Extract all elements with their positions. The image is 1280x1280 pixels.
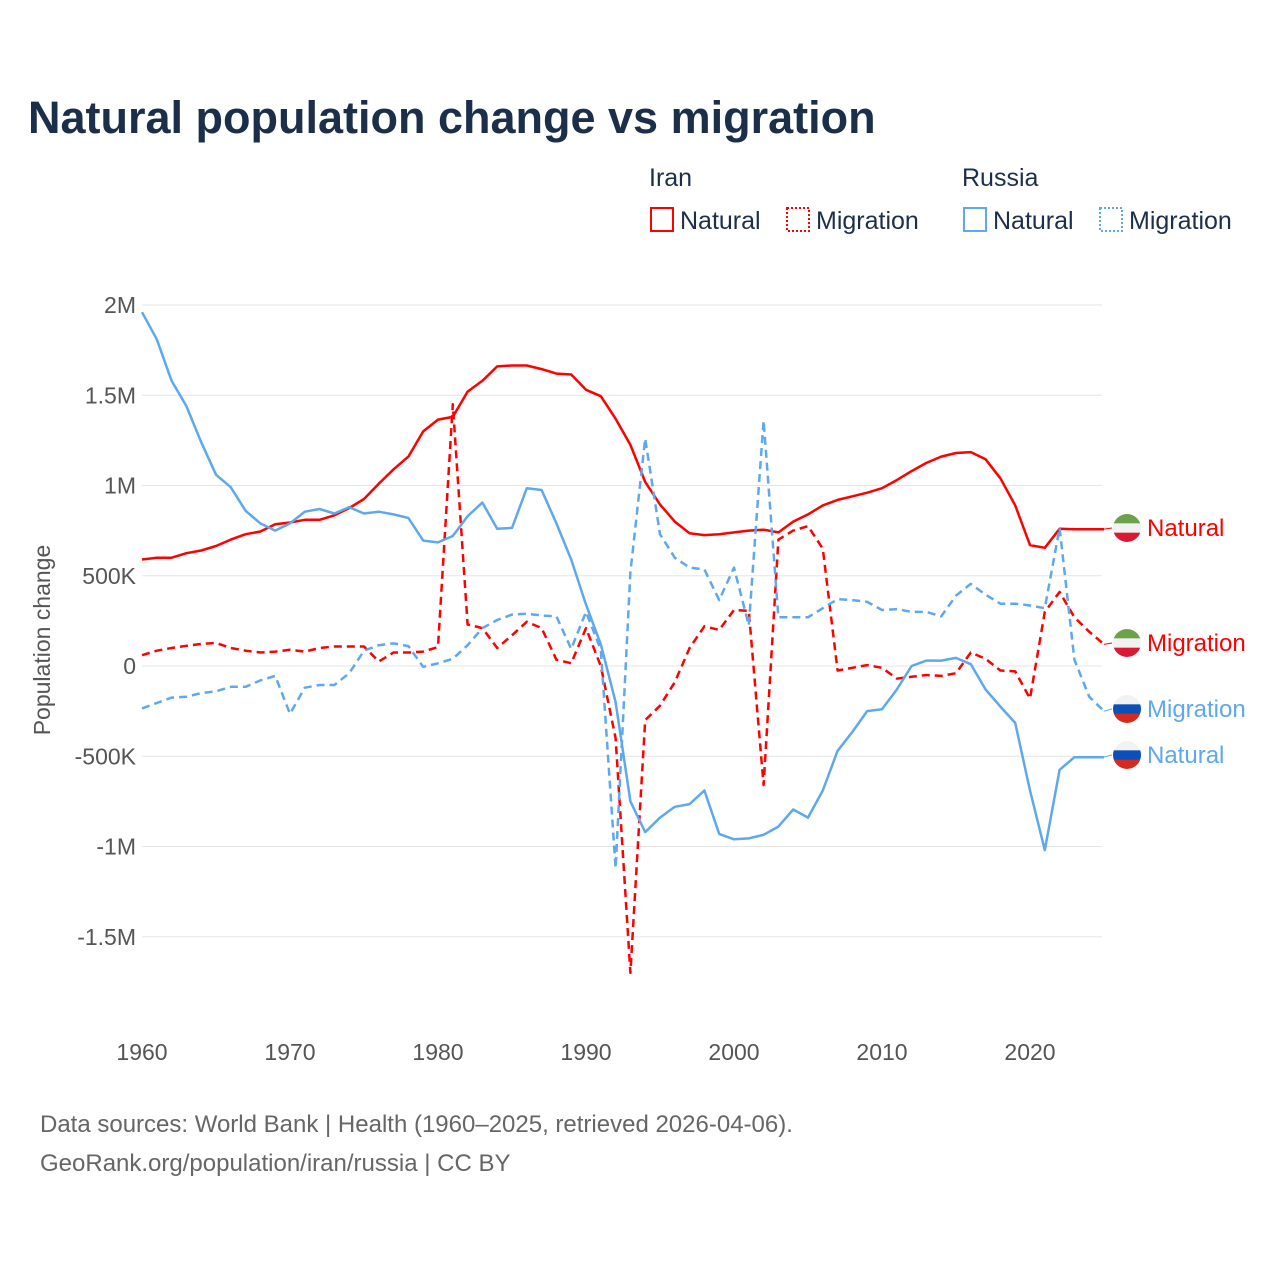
label-connector [1103, 642, 1113, 645]
legend-swatch-iran-migration [786, 207, 810, 232]
end-label-iran-natural: Natural [1147, 515, 1224, 542]
series-line-russia-migration[interactable] [141, 419, 1105, 870]
iran-flag-icon [1113, 514, 1141, 542]
russia-flag-icon [1113, 695, 1141, 723]
y-tick-label: 500K [82, 563, 136, 589]
legend-iran-migration[interactable]: Migration [816, 207, 919, 235]
footer-sources: Data sources: World Bank | Health (1960–… [40, 1111, 793, 1138]
x-axis: 1960 1970 1980 1990 2000 2010 2020 [116, 1039, 1055, 1065]
footer-attribution[interactable]: GeoRank.org/population/iran/russia | CC … [40, 1150, 510, 1177]
legend-swatch-russia-natural [963, 207, 987, 232]
legend-russia-natural[interactable]: Natural [993, 207, 1074, 235]
x-tick-label: 2010 [856, 1039, 907, 1065]
y-tick-label: 1.5M [85, 382, 136, 408]
y-tick-label: 2M [104, 292, 136, 318]
series-lines [140, 311, 1105, 975]
legend-swatch-russia-migration [1099, 207, 1123, 232]
end-labels: Natural Migration Natural Migration [1103, 514, 1246, 769]
y-tick-label: -1M [96, 834, 136, 860]
chart-title: Natural population change vs migration [28, 92, 876, 143]
end-label-russia-migration: Migration [1147, 696, 1246, 723]
x-tick-label: 1970 [264, 1039, 315, 1065]
y-tick-label: -500K [75, 743, 137, 769]
series-line-russia-natural[interactable] [140, 311, 1104, 852]
label-connector [1103, 754, 1113, 758]
legend-group-russia[interactable]: Russia [962, 164, 1039, 192]
x-tick-label: 1980 [412, 1039, 463, 1065]
y-tick-label: 1M [104, 473, 136, 499]
series-line-iran-migration[interactable] [141, 403, 1105, 975]
y-tick-label: 0 [123, 653, 136, 679]
legend-russia-migration[interactable]: Migration [1129, 207, 1232, 235]
y-axis-label: Population change [29, 545, 55, 736]
x-tick-label: 1990 [560, 1039, 611, 1065]
legend-swatch-iran-natural [650, 207, 674, 232]
label-connector [1103, 527, 1113, 530]
y-tick-label: -1.5M [77, 924, 136, 950]
x-tick-label: 2000 [708, 1039, 759, 1065]
x-tick-label: 2020 [1004, 1039, 1055, 1065]
x-tick-label: 1960 [116, 1039, 167, 1065]
legend: Iran Natural Migration Russia Natural Mi… [649, 164, 1232, 235]
legend-group-iran[interactable]: Iran [649, 164, 692, 192]
legend-iran-natural[interactable]: Natural [680, 207, 761, 235]
y-axis: 2M 1.5M 1M 500K 0 -500K -1M -1.5M [75, 292, 137, 950]
russia-flag-icon [1113, 741, 1141, 769]
end-label-iran-migration: Migration [1147, 630, 1246, 657]
end-label-russia-natural: Natural [1147, 742, 1224, 769]
series-line-iran-natural[interactable] [141, 364, 1104, 561]
label-connector [1103, 708, 1113, 712]
iran-flag-icon [1113, 629, 1141, 657]
